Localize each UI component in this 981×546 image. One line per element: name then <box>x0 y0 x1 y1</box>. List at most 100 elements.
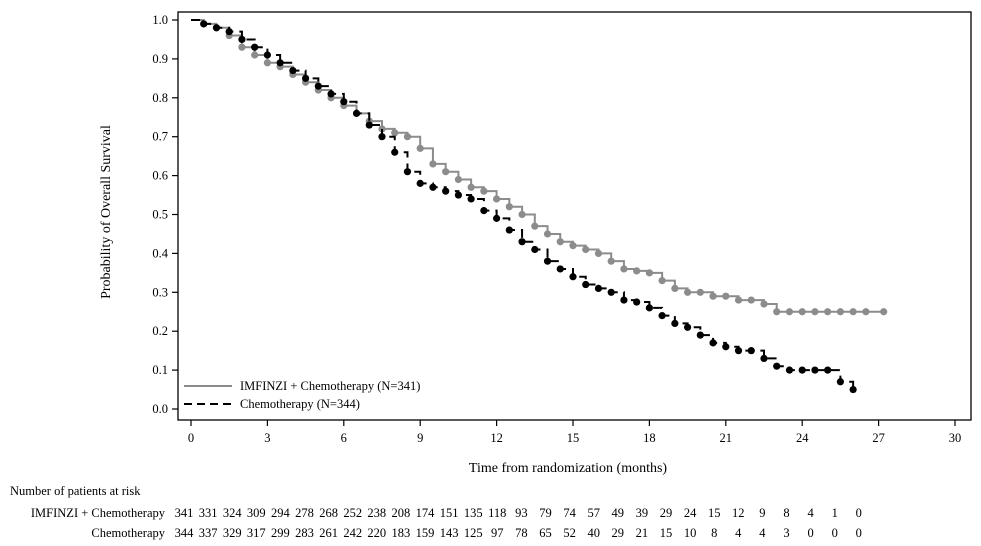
censor-point <box>251 43 259 51</box>
risk-value: 317 <box>247 526 266 540</box>
censor-point <box>442 168 450 176</box>
legend: IMFINZI + Chemotherapy (N=341) Chemother… <box>184 379 420 411</box>
censor-point <box>658 277 666 285</box>
censor-point <box>760 354 768 363</box>
x-tick-label: 3 <box>264 431 270 445</box>
legend-label-imfinzi: IMFINZI + Chemotherapy (N=341) <box>240 379 420 393</box>
risk-value: 159 <box>416 526 435 540</box>
censor-point <box>773 308 781 316</box>
censor-point <box>429 183 437 191</box>
risk-value: 15 <box>660 526 673 540</box>
x-tick-label: 30 <box>949 431 962 445</box>
censor-point <box>493 214 501 222</box>
censor-point <box>276 59 284 67</box>
risk-row-label-imfinzi: IMFINZI + Chemotherapy <box>31 506 166 520</box>
censor-point <box>454 191 462 199</box>
censor-point <box>327 90 335 98</box>
risk-value: 135 <box>464 506 483 520</box>
censor-point <box>633 298 641 306</box>
censor-point <box>416 144 424 152</box>
censor-point <box>518 210 526 219</box>
risk-value: 0 <box>856 526 862 540</box>
censor-point <box>416 179 424 187</box>
censor-point <box>709 339 717 347</box>
risk-value: 93 <box>515 506 528 520</box>
y-tick-label: 0.5 <box>152 208 168 222</box>
censor-point <box>811 308 819 316</box>
censor-point <box>403 133 412 141</box>
y-tick-label: 0.6 <box>152 169 168 183</box>
risk-value: 78 <box>515 526 528 540</box>
risk-value: 344 <box>175 526 195 540</box>
risk-value: 40 <box>587 526 600 540</box>
censor-point <box>493 195 501 203</box>
x-axis-ticks: 0 3 6 9 12 15 18 21 24 27 30 <box>188 420 961 445</box>
risk-value: 97 <box>491 526 504 540</box>
risk-value: 74 <box>563 506 576 520</box>
risk-value: 309 <box>247 506 266 520</box>
risk-value: 3 <box>783 526 789 540</box>
y-tick-label: 0.8 <box>152 91 168 105</box>
censor-point <box>263 51 271 59</box>
risk-value: 125 <box>464 526 483 540</box>
censor-point <box>543 230 552 238</box>
y-axis-label: Probability of Overall Survival <box>99 125 114 299</box>
risk-value: 329 <box>223 526 242 540</box>
risk-value: 4 <box>759 526 766 540</box>
censor-point <box>684 288 692 296</box>
risk-value: 242 <box>343 526 362 540</box>
censor-point <box>480 207 488 215</box>
censor-point <box>391 129 399 137</box>
risk-value: 261 <box>319 526 338 540</box>
censor-point <box>785 308 794 316</box>
risk-value: 21 <box>636 526 649 540</box>
risk-value: 8 <box>783 506 789 520</box>
censor-point <box>429 160 437 168</box>
censor-point <box>824 308 832 316</box>
censor-point <box>734 296 743 304</box>
risk-value: 151 <box>440 506 459 520</box>
censor-point <box>658 312 666 320</box>
series-line-imfinzi <box>191 19 884 313</box>
risk-value: 0 <box>807 526 813 540</box>
risk-value: 1 <box>832 506 838 520</box>
risk-value: 12 <box>732 506 745 520</box>
censor-point <box>403 168 412 176</box>
censor-point <box>696 288 704 296</box>
risk-value: 29 <box>660 506 673 520</box>
x-axis-label: Time from randomization (months) <box>469 461 668 476</box>
risk-value: 57 <box>587 506 600 520</box>
censor-point <box>212 24 221 32</box>
censor-point <box>556 238 564 246</box>
y-tick-label: 0.1 <box>152 363 168 377</box>
plot-frame <box>177 11 972 421</box>
censor-point <box>582 280 590 289</box>
risk-table-values: 341 331 324 309 294 278 268 252 238 208 174 151 135 1… <box>175 506 862 540</box>
risk-value: 341 <box>175 506 194 520</box>
risk-value: 9 <box>759 506 765 520</box>
censor-point <box>480 187 488 195</box>
censor-point <box>467 195 475 203</box>
risk-value: 183 <box>392 526 411 540</box>
risk-value: 324 <box>223 506 243 520</box>
y-axis-ticks: 0.0 0.1 0.2 0.3 0.4 0.5 0.6 0.7 0.8 0.9 1.0 <box>152 13 178 416</box>
risk-value: 278 <box>295 506 314 520</box>
x-tick-label: 9 <box>417 431 423 445</box>
censor-point <box>773 362 781 370</box>
risk-value: 4 <box>807 506 814 520</box>
risk-value: 143 <box>440 526 459 540</box>
risk-value: 10 <box>684 526 697 540</box>
risk-value: 220 <box>367 526 386 540</box>
censor-point <box>696 331 704 339</box>
censor-point <box>391 148 399 156</box>
censor-point <box>734 347 743 355</box>
censor-point <box>785 366 794 374</box>
censor-point <box>709 292 717 300</box>
censor-point <box>302 74 310 82</box>
censor-point <box>836 308 845 316</box>
x-tick-label: 21 <box>720 431 733 445</box>
censor-point <box>798 366 806 374</box>
x-tick-label: 12 <box>490 431 503 445</box>
y-tick-label: 0.7 <box>152 130 168 144</box>
